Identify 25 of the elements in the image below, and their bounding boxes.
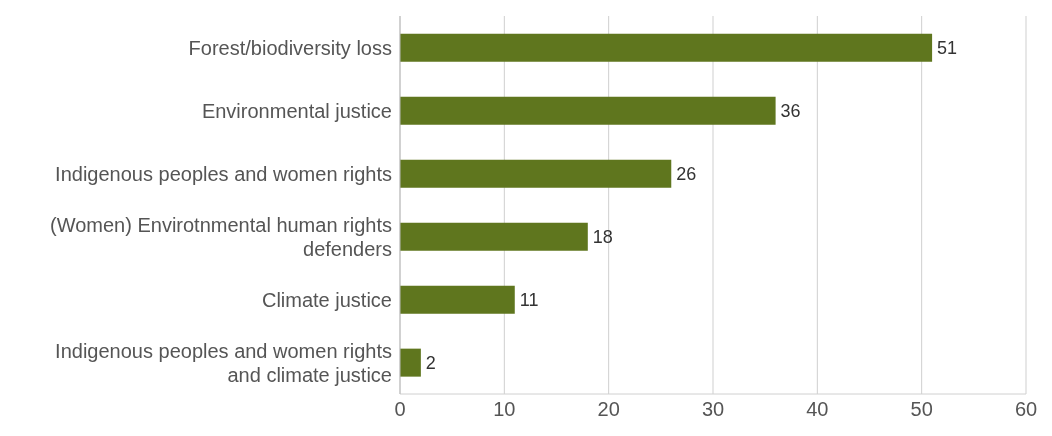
x-tick-label: 10	[493, 398, 516, 421]
data-label: 36	[780, 101, 801, 122]
bar	[400, 285, 515, 314]
x-tick-label: 50	[910, 398, 933, 421]
bar	[400, 96, 776, 125]
data-label: 26	[676, 164, 697, 185]
y-tick-label: Forest/biodiversity loss	[188, 36, 392, 59]
data-label: 18	[592, 227, 613, 248]
y-tick-label: (Women) Envirotnmental human rights defenders	[50, 213, 392, 260]
y-tick-label: Climate justice	[261, 288, 392, 311]
bar	[400, 159, 672, 188]
bar	[400, 348, 421, 377]
x-tick-label: 20	[597, 398, 620, 421]
y-tick-label: Indigenous peoples and women rights and climate justice	[55, 339, 392, 386]
y-tick-label: Indigenous peoples and women rights	[55, 162, 392, 185]
y-tick-label: Environmental justice	[201, 99, 392, 122]
x-tick-label: 60	[1014, 398, 1038, 421]
x-tick-label: 40	[806, 398, 829, 421]
x-tick-label: 30	[701, 398, 725, 421]
x-tick-label: 0	[394, 398, 406, 421]
bar	[400, 222, 588, 251]
data-label: 2	[425, 353, 436, 374]
data-label: 11	[519, 290, 539, 311]
bar	[400, 33, 933, 62]
data-label: 51	[937, 38, 958, 59]
